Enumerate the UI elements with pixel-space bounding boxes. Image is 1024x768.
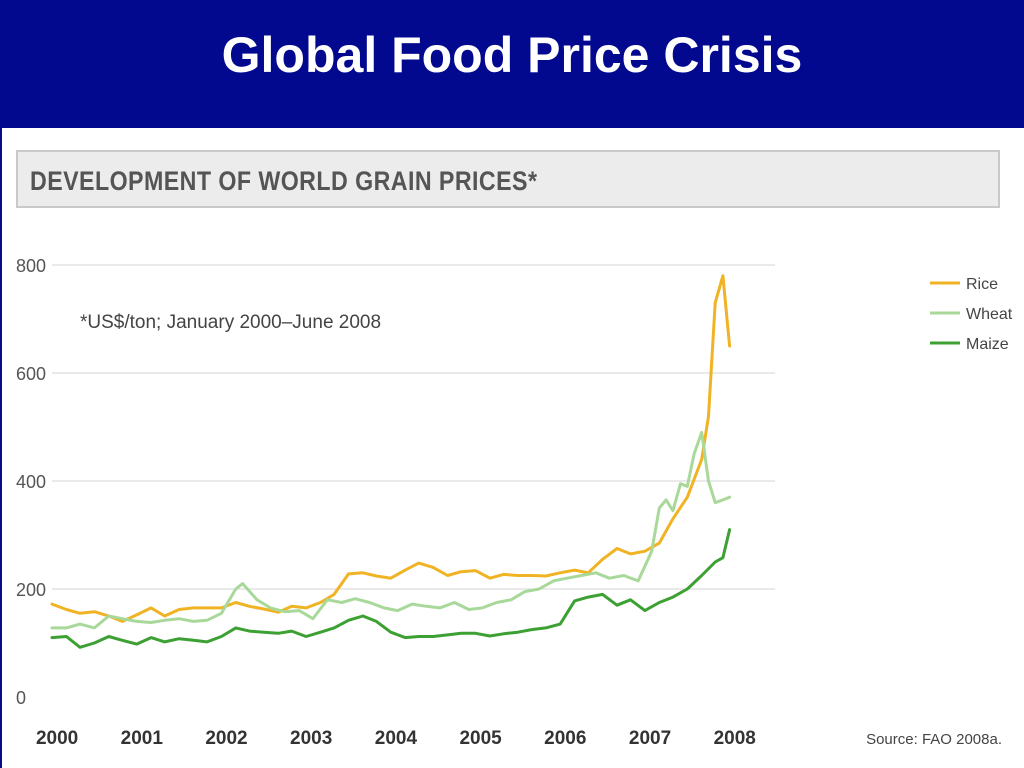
left-rule — [0, 128, 2, 768]
series-line-wheat — [50, 430, 732, 630]
x-tick-label: 2004 — [375, 728, 418, 749]
legend-label-wheat: Wheat — [966, 306, 1013, 323]
x-tick-label: 2005 — [459, 728, 502, 749]
x-tick-label: 2002 — [205, 728, 247, 749]
series-line-maize — [50, 528, 732, 649]
x-tick-label: 2007 — [629, 728, 671, 749]
x-tick-label: 2001 — [121, 728, 164, 749]
chart-source: Source: FAO 2008a. — [866, 731, 1002, 748]
chart-title: DEVELOPMENT OF WORLD GRAIN PRICES* — [30, 166, 538, 196]
slide-header: Global Food Price Crisis — [0, 0, 1024, 128]
series-line-rice — [50, 274, 732, 623]
legend-label-rice: Rice — [966, 276, 998, 293]
x-tick-label: 2008 — [714, 728, 756, 749]
y-tick-label: 0 — [16, 688, 26, 708]
legend-label-maize: Maize — [966, 336, 1009, 353]
y-tick-label: 400 — [16, 472, 46, 492]
x-tick-label: 2000 — [36, 728, 78, 749]
y-tick-label: 800 — [16, 256, 46, 276]
slide-title: Global Food Price Crisis — [221, 27, 803, 83]
y-tick-label: 200 — [16, 580, 46, 600]
chart-note: *US$/ton; January 2000–June 2008 — [80, 312, 381, 333]
x-tick-label: 2006 — [544, 728, 586, 749]
chart-title-banner: DEVELOPMENT OF WORLD GRAIN PRICES* — [16, 150, 1000, 208]
y-tick-label: 600 — [16, 364, 46, 384]
x-tick-label: 2003 — [290, 728, 332, 749]
